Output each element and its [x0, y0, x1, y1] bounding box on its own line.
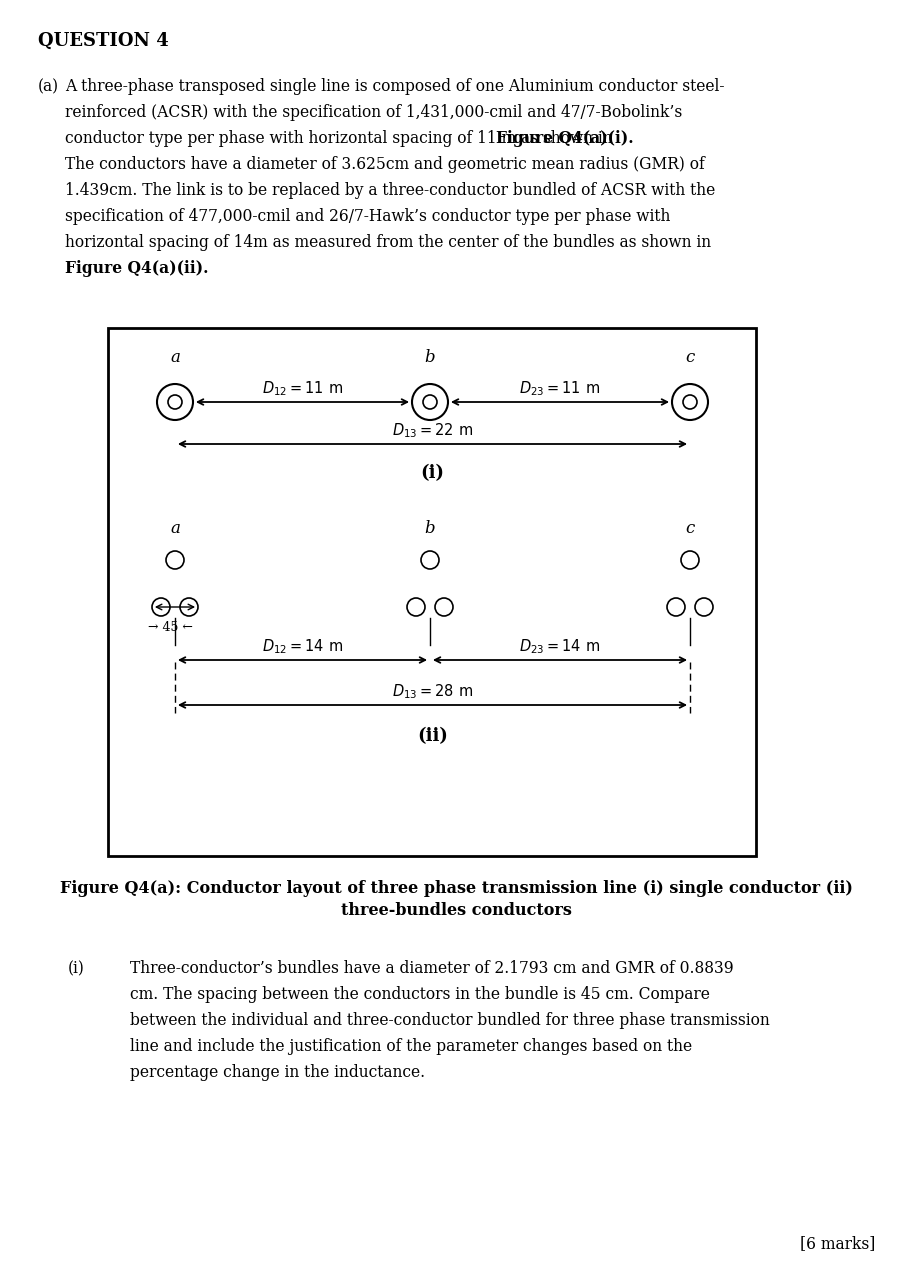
- Circle shape: [168, 396, 182, 410]
- Text: (ii): (ii): [417, 728, 448, 745]
- Circle shape: [672, 384, 708, 420]
- Text: (i): (i): [421, 464, 445, 482]
- Circle shape: [683, 396, 697, 410]
- Circle shape: [435, 598, 453, 616]
- Text: $D_{23}=14\ \mathrm{m}$: $D_{23}=14\ \mathrm{m}$: [519, 637, 601, 656]
- Circle shape: [166, 551, 184, 569]
- Text: cm. The spacing between the conductors in the bundle is 45 cm. Compare: cm. The spacing between the conductors i…: [130, 986, 710, 1004]
- Text: [6 marks]: [6 marks]: [800, 1235, 875, 1252]
- Text: → 45 ←: → 45 ←: [148, 621, 193, 633]
- Text: $D_{12}=11\ \mathrm{m}$: $D_{12}=11\ \mathrm{m}$: [262, 379, 343, 398]
- Text: specification of 477,000-cmil and 26/7-Hawk’s conductor type per phase with: specification of 477,000-cmil and 26/7-H…: [65, 209, 670, 225]
- Text: $D_{23}=11\ \mathrm{m}$: $D_{23}=11\ \mathrm{m}$: [519, 379, 601, 398]
- Text: (a): (a): [38, 78, 59, 95]
- Text: QUESTION 4: QUESTION 4: [38, 32, 169, 50]
- Text: A three-phase transposed single line is composed of one Aluminium conductor stee: A three-phase transposed single line is …: [65, 78, 725, 95]
- Text: conductor type per phase with horizontal spacing of 11 m as shown in: conductor type per phase with horizontal…: [65, 130, 617, 148]
- Text: a: a: [170, 520, 180, 537]
- Circle shape: [180, 598, 198, 616]
- Circle shape: [412, 384, 448, 420]
- Text: between the individual and three-conductor bundled for three phase transmission: between the individual and three-conduct…: [130, 1013, 770, 1029]
- Text: (i): (i): [68, 960, 85, 977]
- Circle shape: [681, 551, 699, 569]
- Text: reinforced (ACSR) with the specification of 1,431,000-cmil and 47/7-Bobolink’s: reinforced (ACSR) with the specification…: [65, 104, 682, 121]
- Circle shape: [695, 598, 713, 616]
- Text: Figure Q4(a)(ii).: Figure Q4(a)(ii).: [65, 259, 208, 277]
- Text: c: c: [686, 520, 695, 537]
- Text: c: c: [686, 349, 695, 366]
- Circle shape: [667, 598, 685, 616]
- Text: line and include the justification of the parameter changes based on the: line and include the justification of th…: [130, 1038, 692, 1054]
- Text: $D_{13}=28\ \mathrm{m}$: $D_{13}=28\ \mathrm{m}$: [392, 682, 473, 701]
- Text: a: a: [170, 349, 180, 366]
- Text: 1.439cm. The link is to be replaced by a three-conductor bundled of ACSR with th: 1.439cm. The link is to be replaced by a…: [65, 182, 715, 198]
- Text: percentage change in the inductance.: percentage change in the inductance.: [130, 1063, 425, 1081]
- Text: $D_{13}=22\ \mathrm{m}$: $D_{13}=22\ \mathrm{m}$: [392, 421, 473, 440]
- Text: horizontal spacing of 14m as measured from the center of the bundles as shown in: horizontal spacing of 14m as measured fr…: [65, 234, 711, 251]
- Text: The conductors have a diameter of 3.625cm and geometric mean radius (GMR) of: The conductors have a diameter of 3.625c…: [65, 156, 705, 173]
- Text: b: b: [425, 349, 436, 366]
- Text: three-bundles conductors: three-bundles conductors: [341, 902, 572, 918]
- Text: $D_{12}=14\ \mathrm{m}$: $D_{12}=14\ \mathrm{m}$: [262, 637, 343, 656]
- Circle shape: [421, 551, 439, 569]
- Circle shape: [152, 598, 170, 616]
- Circle shape: [423, 396, 437, 410]
- Text: b: b: [425, 520, 436, 537]
- Circle shape: [407, 598, 425, 616]
- Circle shape: [157, 384, 193, 420]
- Text: Three-conductor’s bundles have a diameter of 2.1793 cm and GMR of 0.8839: Three-conductor’s bundles have a diamete…: [130, 960, 734, 977]
- Bar: [108, 328, 756, 856]
- Text: Figure Q4(a): Conductor layout of three phase transmission line (i) single condu: Figure Q4(a): Conductor layout of three …: [59, 880, 853, 897]
- Text: Figure Q4(a)(i).: Figure Q4(a)(i).: [497, 130, 634, 148]
